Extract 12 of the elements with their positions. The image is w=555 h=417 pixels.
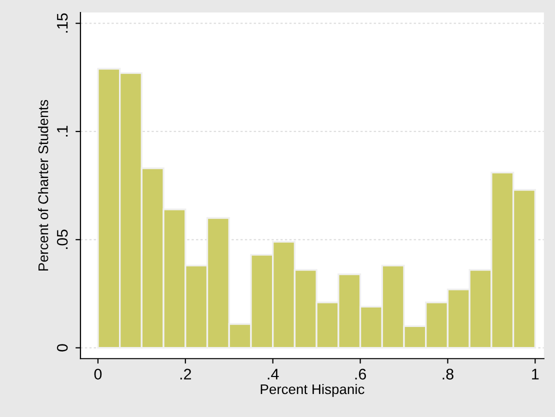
y-tick-label: 0 bbox=[56, 344, 68, 352]
x-tick-label: .2 bbox=[180, 368, 192, 380]
y-tick-label: .05 bbox=[56, 230, 68, 249]
y-axis-title: Percent of Charter Students bbox=[38, 100, 48, 270]
y-tick-label: .15 bbox=[57, 13, 68, 33]
x-tick-label: .8 bbox=[442, 368, 454, 380]
x-tick-label: 1 bbox=[532, 368, 539, 380]
x-tick-label: .6 bbox=[355, 368, 366, 380]
y-tick-label: .1 bbox=[57, 126, 68, 136]
x-tick-label: 0 bbox=[94, 368, 102, 380]
x-tick-label: .4 bbox=[268, 368, 279, 380]
x-axis-title: Percent Hispanic bbox=[260, 384, 364, 397]
